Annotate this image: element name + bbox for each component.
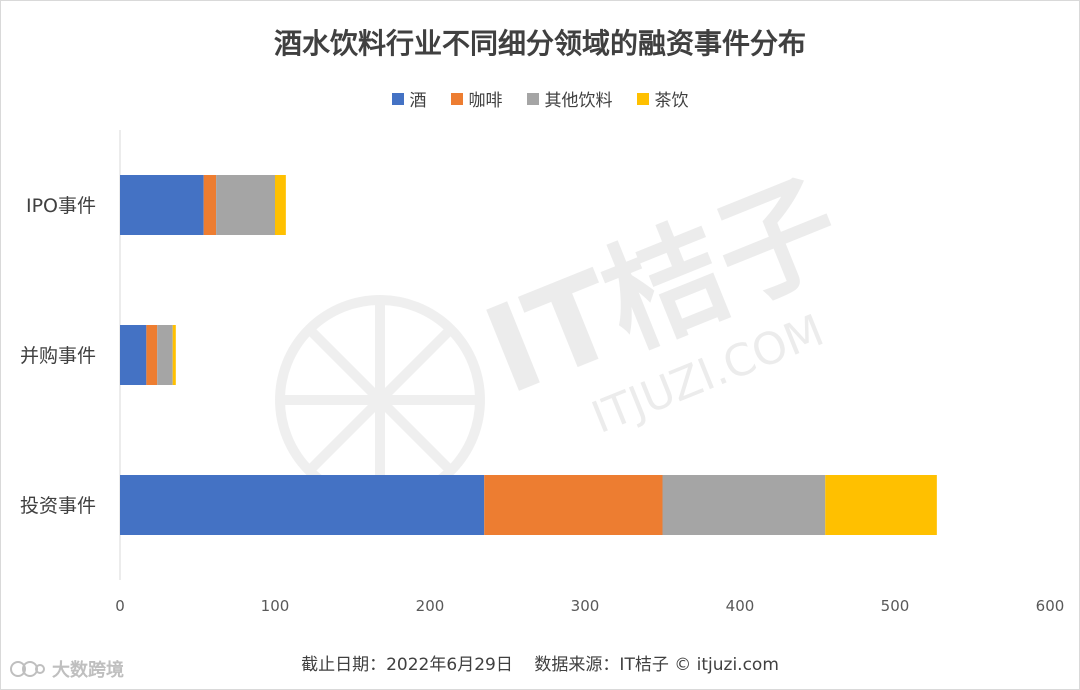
corner-logo-text: 大数跨境: [52, 660, 124, 681]
chart-legend: 酒 咖啡 其他饮料 茶饮: [0, 86, 1080, 111]
legend-label-other-drinks: 其他饮料: [544, 91, 613, 111]
bar-wine: [120, 475, 485, 535]
bar-coffee: [484, 475, 663, 535]
footer-note: 截止日期：2022年6月29日 数据来源：IT桔子 © itjuzi.com: [301, 655, 779, 675]
x-tick-label: 0: [115, 597, 125, 615]
bar-tea: [275, 175, 286, 235]
bar-wine: [120, 175, 204, 235]
legend-label-tea: 茶饮: [654, 91, 689, 111]
corner-logo-icon: [10, 661, 45, 677]
y-category-label: 并购事件: [20, 345, 96, 367]
x-tick-label: 200: [416, 597, 445, 615]
y-category-label: IPO事件: [26, 195, 96, 217]
legend-label-wine: 酒: [409, 91, 427, 111]
legend-item-wine: 酒: [391, 86, 427, 111]
legend-item-other-drinks: 其他饮料: [526, 86, 613, 111]
x-tick-label: 100: [261, 597, 290, 615]
x-tick-label: 600: [1036, 597, 1065, 615]
bar-other-drinks: [157, 325, 173, 385]
x-tick-label: 400: [726, 597, 755, 615]
bar-other-drinks: [662, 475, 826, 535]
bar-coffee: [203, 175, 217, 235]
y-category-label: 投资事件: [20, 495, 96, 517]
bar-other-drinks: [216, 175, 275, 235]
x-tick-label: 300: [571, 597, 600, 615]
corner-logo: 大数跨境: [10, 656, 124, 682]
legend-swatch-wine: [391, 92, 404, 105]
bar-coffee: [146, 325, 158, 385]
bar-wine: [120, 325, 147, 385]
bar-tea: [172, 325, 176, 385]
chart-title: 酒水饮料行业不同细分领域的融资事件分布: [273, 27, 806, 60]
legend-label-coffee: 咖啡: [468, 91, 503, 111]
bar-tea: [825, 475, 937, 535]
x-tick-label: 500: [881, 597, 910, 615]
legend-swatch-coffee: [450, 92, 463, 105]
legend-item-tea: 茶饮: [636, 86, 689, 111]
legend-swatch-tea: [636, 92, 649, 105]
legend-swatch-other-drinks: [526, 92, 539, 105]
legend-item-coffee: 咖啡: [450, 86, 503, 111]
